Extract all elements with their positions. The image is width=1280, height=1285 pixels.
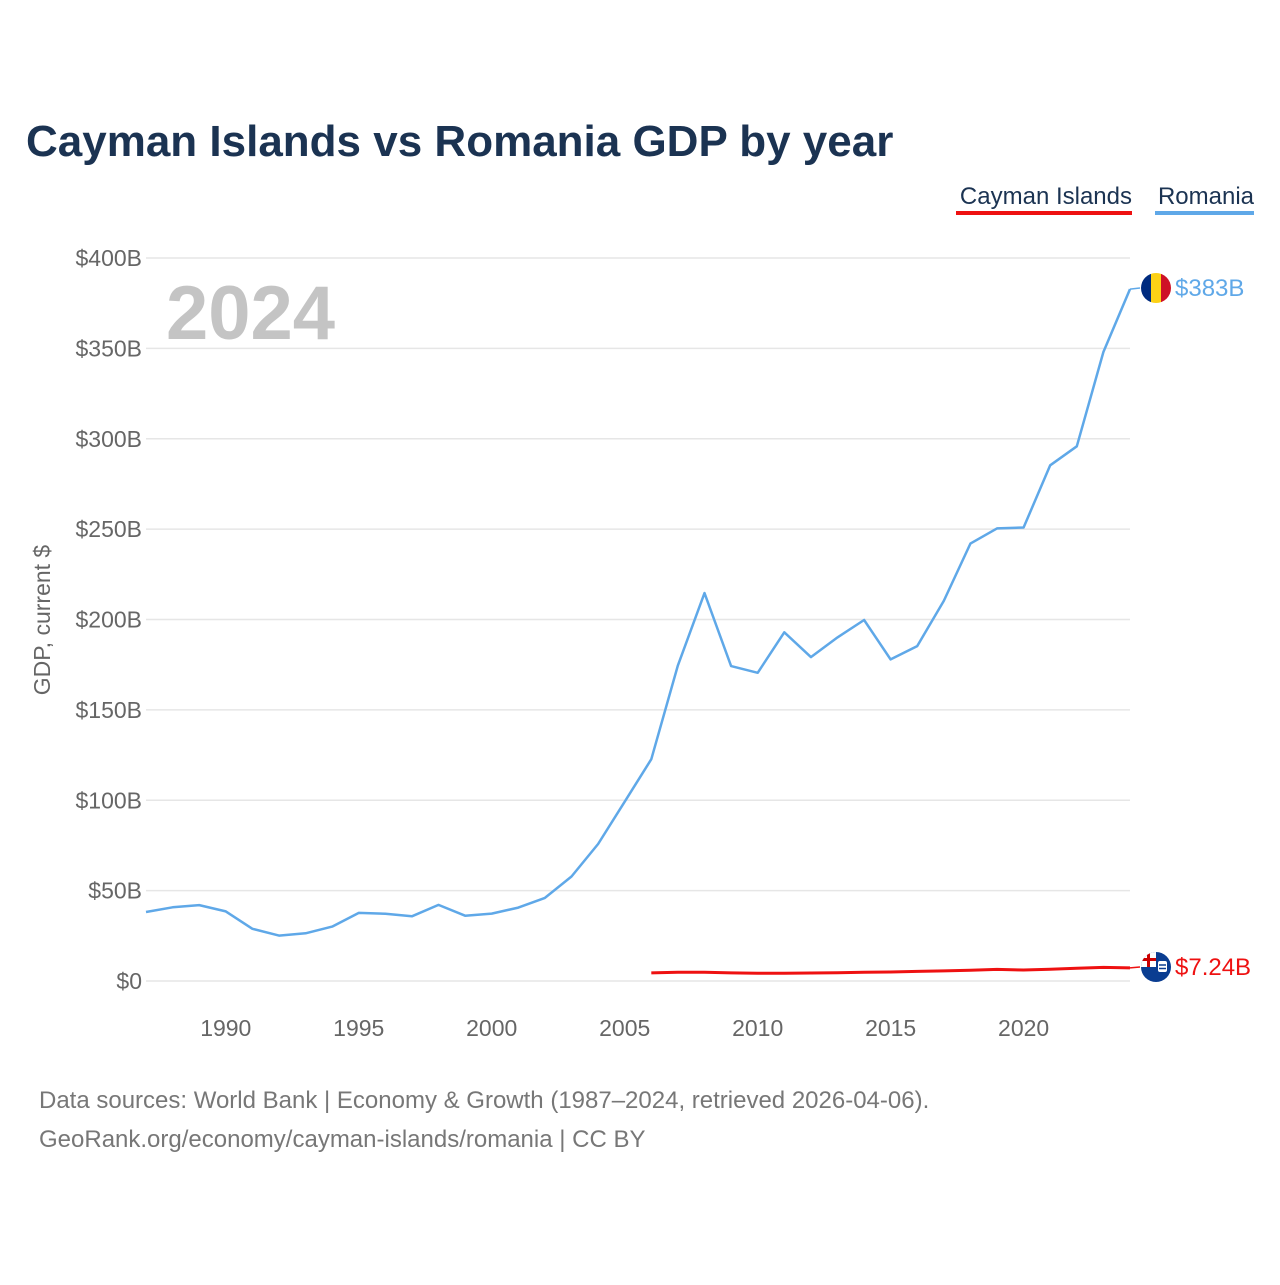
y-axis: $0 $50B $100B $150B $200B $250B $300B $350B $400… <box>75 245 142 994</box>
y-tick-label: $350B <box>75 335 142 361</box>
series-line-cayman-islands[interactable] <box>651 965 1131 975</box>
data-point-romania[interactable] <box>862 618 867 623</box>
x-tick-label: 2000 <box>466 1015 517 1041</box>
y-tick-label: $50B <box>88 878 142 904</box>
end-connector-cayman-islands <box>1129 966 1141 969</box>
data-point-romania[interactable] <box>170 905 175 910</box>
data-point-romania[interactable] <box>596 841 601 846</box>
data-point-romania[interactable] <box>675 663 680 668</box>
y-tick-label: $400B <box>75 245 142 271</box>
legend-item-cayman-islands[interactable]: Cayman Islands <box>960 183 1132 210</box>
data-point-romania[interactable] <box>1048 463 1053 468</box>
data-point-romania[interactable] <box>808 655 813 660</box>
data-point-romania[interactable] <box>915 644 920 649</box>
x-tick-label: 1995 <box>333 1015 384 1041</box>
data-point-romania[interactable] <box>463 913 468 918</box>
data-point-romania[interactable] <box>383 911 388 916</box>
data-point-cayman-islands[interactable] <box>782 971 787 976</box>
data-point-romania[interactable] <box>622 799 627 804</box>
data-point-cayman-islands[interactable] <box>808 971 813 976</box>
data-point-romania[interactable] <box>941 598 946 603</box>
grid-lines <box>146 257 1130 982</box>
x-tick-label: 2010 <box>732 1015 783 1041</box>
data-point-cayman-islands[interactable] <box>729 970 734 975</box>
data-point-cayman-islands[interactable] <box>675 970 680 975</box>
data-point-romania[interactable] <box>888 657 893 662</box>
data-point-romania[interactable] <box>223 909 228 914</box>
data-point-cayman-islands[interactable] <box>649 970 654 975</box>
x-tick-label: 2005 <box>599 1015 650 1041</box>
data-point-romania[interactable] <box>835 635 840 640</box>
data-point-romania[interactable] <box>144 909 149 914</box>
data-point-romania[interactable] <box>356 910 361 915</box>
y-tick-label: $300B <box>75 426 142 452</box>
data-point-romania[interactable] <box>197 903 202 908</box>
data-point-romania[interactable] <box>702 591 707 596</box>
legend: Cayman Islands Romania <box>956 183 1255 215</box>
romania-flag-icon <box>1141 273 1171 303</box>
data-point-romania[interactable] <box>489 911 494 916</box>
x-tick-label: 2020 <box>998 1015 1049 1041</box>
x-tick-label: 2015 <box>865 1015 916 1041</box>
data-point-romania[interactable] <box>409 914 414 919</box>
source-line-2: GeoRank.org/economy/cayman-islands/roman… <box>39 1126 646 1153</box>
data-point-cayman-islands[interactable] <box>1074 966 1079 971</box>
data-point-romania[interactable] <box>436 902 441 907</box>
x-axis: 1990 1995 2000 2005 2010 2015 2020 <box>200 1015 1049 1041</box>
x-tick-label: 1990 <box>200 1015 251 1041</box>
end-value-label-cayman-islands: $7.24B <box>1175 954 1251 981</box>
legend-item-romania[interactable]: Romania <box>1158 183 1255 210</box>
data-point-cayman-islands[interactable] <box>995 967 1000 972</box>
y-tick-label: $150B <box>75 697 142 723</box>
data-point-cayman-islands[interactable] <box>1101 965 1106 970</box>
data-point-cayman-islands[interactable] <box>915 969 920 974</box>
data-point-romania[interactable] <box>649 757 654 762</box>
data-point-romania[interactable] <box>782 630 787 635</box>
data-point-romania[interactable] <box>1101 349 1106 354</box>
y-tick-label: $200B <box>75 607 142 633</box>
end-value-label-romania: $383B <box>1175 275 1244 302</box>
y-axis-label: GDP, current $ <box>29 545 55 696</box>
data-point-romania[interactable] <box>729 664 734 669</box>
data-point-romania[interactable] <box>1021 525 1026 530</box>
data-point-romania[interactable] <box>276 933 281 938</box>
end-connector-romania <box>1129 287 1141 290</box>
data-point-romania[interactable] <box>1074 444 1079 449</box>
data-point-romania[interactable] <box>995 526 1000 531</box>
chart-title: Cayman Islands vs Romania GDP by year <box>26 117 893 166</box>
data-point-cayman-islands[interactable] <box>835 970 840 975</box>
y-tick-label: $0 <box>116 968 142 994</box>
data-point-cayman-islands[interactable] <box>702 970 707 975</box>
data-point-romania[interactable] <box>250 926 255 931</box>
data-point-cayman-islands[interactable] <box>1021 967 1026 972</box>
end-markers: $7.24B $383B <box>1129 273 1251 982</box>
data-point-romania[interactable] <box>542 895 547 900</box>
cayman-islands-flag-icon <box>1141 952 1171 982</box>
data-point-cayman-islands[interactable] <box>888 969 893 974</box>
data-point-cayman-islands[interactable] <box>862 970 867 975</box>
data-point-romania[interactable] <box>755 670 760 675</box>
data-point-romania[interactable] <box>516 905 521 910</box>
data-point-romania[interactable] <box>303 931 308 936</box>
series-line-romania[interactable] <box>145 288 1132 937</box>
year-watermark: 2024 <box>166 271 335 356</box>
data-point-romania[interactable] <box>968 541 973 546</box>
y-tick-label: $100B <box>75 787 142 813</box>
data-point-cayman-islands[interactable] <box>968 968 973 973</box>
series-layer <box>144 288 1132 976</box>
data-point-cayman-islands[interactable] <box>941 968 946 973</box>
source-line-1: Data sources: World Bank | Economy & Gro… <box>39 1087 929 1114</box>
data-point-romania[interactable] <box>330 924 335 929</box>
data-point-romania[interactable] <box>569 874 574 879</box>
y-tick-label: $250B <box>75 516 142 542</box>
data-point-cayman-islands[interactable] <box>755 971 760 976</box>
data-point-cayman-islands[interactable] <box>1048 967 1053 972</box>
